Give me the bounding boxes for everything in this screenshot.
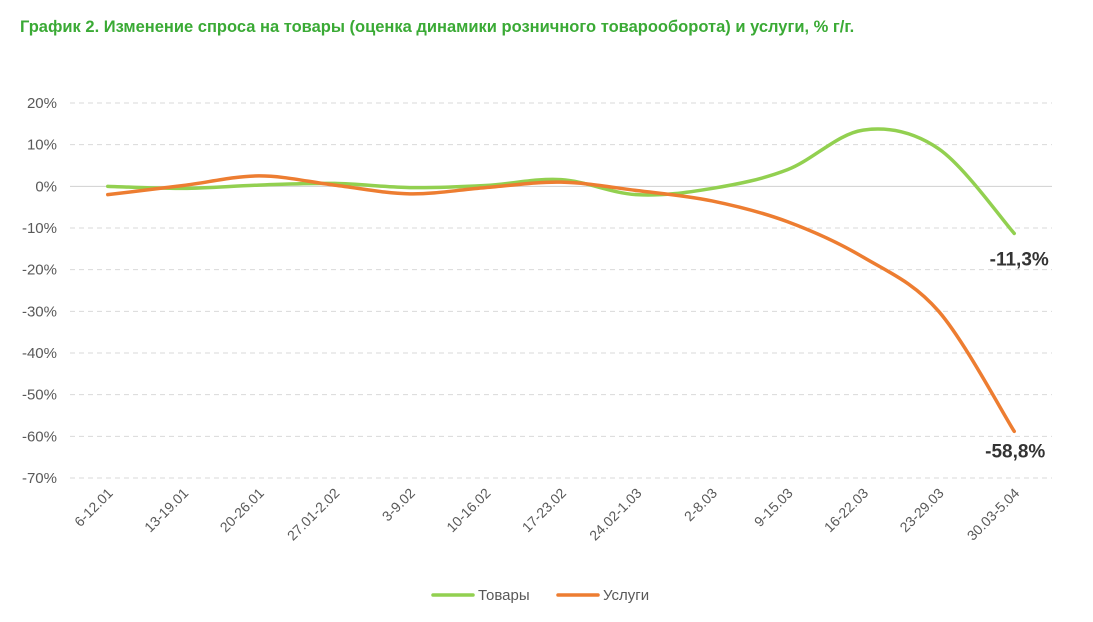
- series-line: [106, 127, 1016, 236]
- x-tick-label: 2-8.03: [681, 485, 721, 525]
- x-tick-label: 27.01-2.02: [284, 485, 343, 544]
- legend-label: Услуги: [603, 587, 649, 604]
- y-axis: 20% 10% 0% -10% -20% -30% -40% -50% -60% -70%: [22, 95, 57, 487]
- x-tick-label: 16-22.03: [821, 485, 872, 536]
- x-axis: 6-12.01 13-19.01 20-26.01 27.01-2.02 3-9.02 1…: [71, 485, 1022, 544]
- x-tick-label: 24.02-1.03: [586, 485, 645, 544]
- y-tick-label: -30%: [22, 303, 57, 320]
- data-label: -11,3%: [990, 249, 1049, 270]
- x-tick-label: 17-23.02: [519, 485, 570, 536]
- y-tick-label: -60%: [22, 428, 57, 445]
- legend-label: Товары: [478, 587, 530, 604]
- x-tick-label: 3-9.02: [379, 485, 419, 525]
- y-tick-label: -70%: [22, 470, 57, 487]
- x-tick-label: 6-12.01: [71, 485, 116, 530]
- y-tick-label: -40%: [22, 345, 57, 362]
- gridlines: [70, 102, 1052, 479]
- series-line: [106, 174, 1016, 434]
- y-tick-label: -50%: [22, 387, 57, 404]
- x-tick-label: 10-16.02: [443, 485, 494, 536]
- y-tick-label: 20%: [27, 95, 57, 112]
- series-lines: [106, 127, 1016, 434]
- y-tick-label: 10%: [27, 137, 57, 154]
- x-tick-label: 13-19.01: [141, 485, 192, 536]
- data-labels: -11,3% -58,8%: [985, 249, 1049, 462]
- x-tick-label: 9-15.03: [751, 485, 796, 530]
- y-tick-label: -10%: [22, 220, 57, 237]
- x-tick-label: 30.03-5.04: [964, 485, 1023, 544]
- x-tick-label: 20-26.01: [217, 485, 268, 536]
- legend: Товары Услуги: [431, 587, 649, 604]
- y-tick-label: 0%: [35, 178, 57, 195]
- y-tick-label: -20%: [22, 262, 57, 279]
- x-tick-label: 23-29.03: [896, 485, 947, 536]
- chart-title: График 2. Изменение спроса на товары (оц…: [20, 18, 855, 36]
- data-label: -58,8%: [985, 441, 1045, 462]
